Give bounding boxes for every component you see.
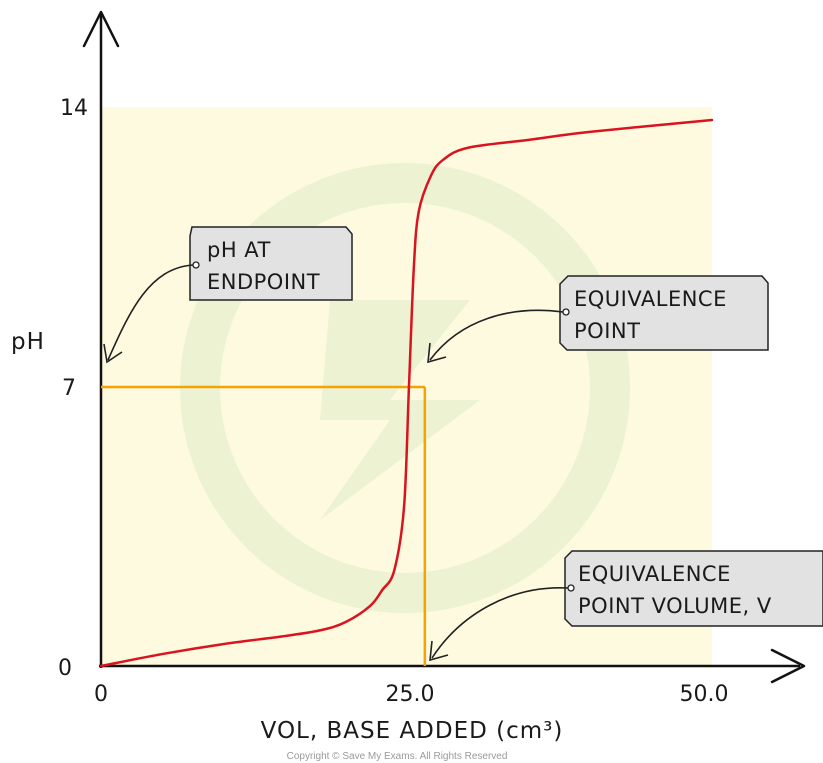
annotation-ph-endpoint-line-1: pH AT (207, 238, 271, 262)
x-axis (99, 648, 806, 684)
annotation-equivalence-volume-line-1: EQUIVALENCE (578, 562, 731, 586)
y-tick-label-14: 14 (60, 96, 88, 121)
y-tick-label-0: 0 (58, 656, 72, 681)
annotation-ph-endpoint-line-2: ENDPOINT (207, 270, 320, 294)
y-axis-label: pH (11, 329, 45, 355)
annotation-equivalence-point: EQUIVALENCE POINT (427, 275, 769, 364)
annotation-equivalence-volume: EQUIVALENCE POINT VOLUME, V (429, 550, 823, 662)
x-tick-label-50: 50.0 (680, 682, 729, 707)
x-axis-label: VOL, BASE ADDED (cm³) (261, 718, 564, 744)
annotation-equivalence-point-line-1: EQUIVALENCE (574, 287, 727, 311)
y-axis (82, 10, 120, 668)
annotation-ph-endpoint: pH AT ENDPOINT (103, 226, 353, 364)
titration-curve (99, 118, 714, 668)
x-tick-label-0: 0 (94, 682, 108, 707)
annotation-equivalence-volume-line-2: POINT VOLUME, V (578, 594, 772, 618)
y-tick-label-7: 7 (62, 376, 76, 401)
x-tick-label-25: 25.0 (386, 682, 435, 707)
copyright-notice: Copyright © Save My Exams. All Rights Re… (287, 751, 508, 762)
annotation-equivalence-point-line-2: POINT (574, 319, 640, 343)
equivalence-guides (101, 385, 427, 666)
